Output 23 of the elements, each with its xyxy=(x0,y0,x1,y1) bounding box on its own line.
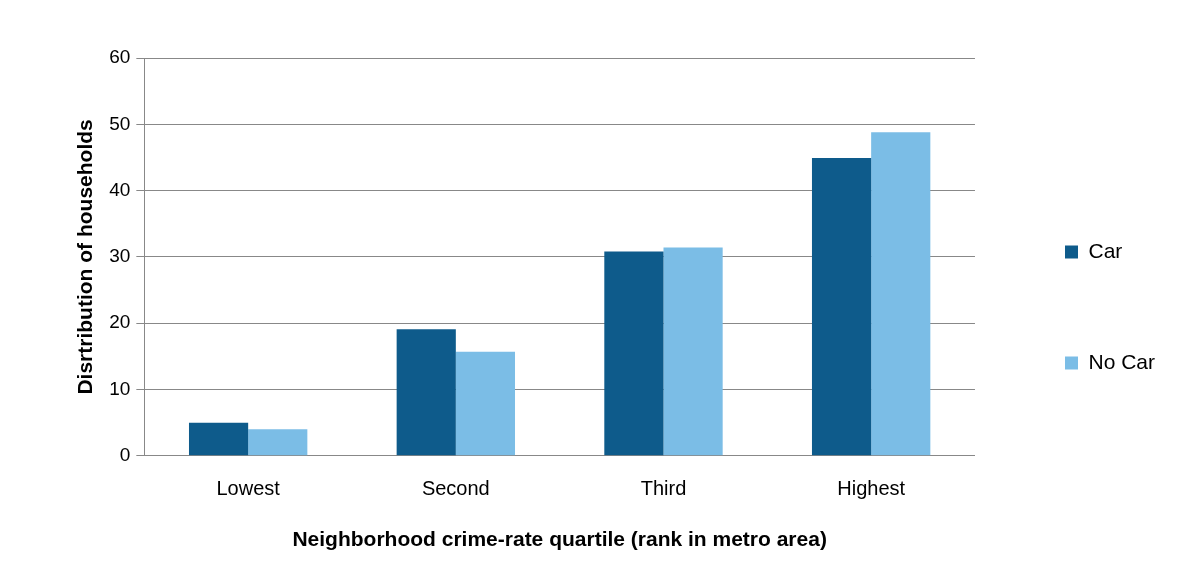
x-tick-label: Highest xyxy=(837,477,906,500)
y-tick-label: 20 xyxy=(109,311,131,333)
legend-label: No Car xyxy=(1088,349,1156,373)
x-tick-label: Second xyxy=(421,477,490,500)
y-tick-label: 60 xyxy=(109,46,131,68)
x-tick-label: Lowest xyxy=(216,477,281,500)
y-tick-label: 0 xyxy=(119,444,131,466)
y-tick-label: 30 xyxy=(109,245,131,267)
bar xyxy=(663,247,723,456)
x-axis-title: Neighborhood crime-rate quartile (rank in metro area) xyxy=(292,527,827,551)
bar xyxy=(604,251,664,456)
x-tick-label: Third xyxy=(640,477,687,500)
y-tick-label: 40 xyxy=(109,178,131,200)
y-axis-title: Disrtribution of households xyxy=(73,119,97,395)
bar xyxy=(188,422,249,456)
bar xyxy=(871,132,931,456)
bar xyxy=(396,329,456,456)
bar xyxy=(248,429,308,456)
bar xyxy=(455,351,516,456)
bar xyxy=(811,158,872,456)
y-tick-label: 10 xyxy=(109,377,131,399)
legend-label: Car xyxy=(1088,238,1123,262)
y-tick-label: 50 xyxy=(109,112,131,134)
